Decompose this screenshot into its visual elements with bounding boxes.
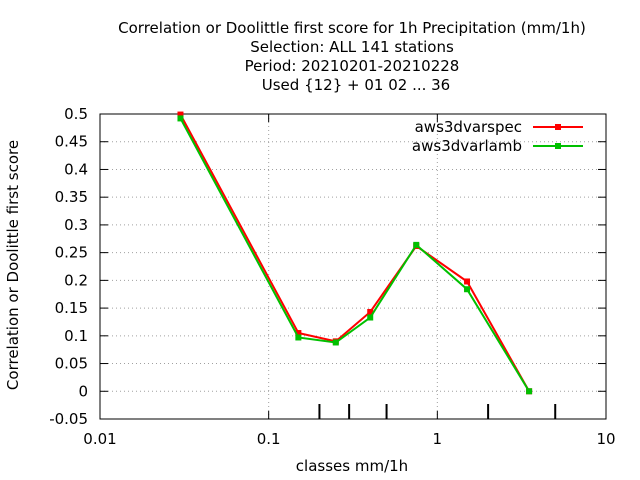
- data-point: [464, 286, 471, 293]
- y-axis-label: Correlation or Doolittle first score: [4, 140, 22, 390]
- data-point: [332, 339, 339, 346]
- y-tick-label: -0.05: [49, 410, 88, 428]
- series-line-aws3dvarlamb: [179, 117, 530, 392]
- chart-title-line-1: Correlation or Doolittle first score for…: [118, 19, 586, 37]
- data-point: [367, 308, 374, 315]
- series-layer: [177, 111, 533, 395]
- axes: -0.05 0 0.05 0.1 0.15 0.2 0.25 0.3 0.35 0.4 0.45 0.…: [49, 105, 615, 448]
- x-tick-label: 10: [596, 430, 615, 448]
- chart-title-line-2: Selection: ALL 141 stations: [250, 38, 454, 56]
- data-point: [177, 115, 184, 122]
- data-point: [464, 278, 471, 285]
- x-tick-label: 1: [433, 430, 443, 448]
- y-tick-label: 0.05: [55, 355, 88, 373]
- x-tick-label: 0.01: [83, 430, 116, 448]
- data-point: [177, 111, 184, 118]
- y-tick-label: 0.15: [55, 299, 88, 317]
- chart-title-line-4: Used {12} + 01 02 ... 36: [262, 76, 450, 94]
- y-tick-label: 0.35: [55, 188, 88, 206]
- y-tick-label: 0.2: [64, 271, 88, 289]
- y-tick-label: 0.1: [64, 327, 88, 345]
- legend-label: aws3dvarlamb: [412, 137, 522, 155]
- y-tick-label: 0: [78, 382, 88, 400]
- y-tick-label: 0.5: [64, 105, 88, 123]
- x-axis-label: classes mm/1h: [296, 457, 408, 475]
- grid: [100, 114, 606, 419]
- plot-frame: [99, 113, 607, 420]
- data-point: [413, 241, 420, 248]
- legend-label: aws3dvarspec: [415, 118, 522, 136]
- y-tick-label: 0.3: [64, 216, 88, 234]
- data-point: [367, 314, 374, 321]
- data-point: [526, 388, 533, 395]
- data-point: [295, 334, 302, 341]
- legend-marker: [555, 124, 561, 130]
- x-tick-label: 0.1: [257, 430, 281, 448]
- y-tick-label: 0.45: [55, 133, 88, 151]
- y-tick-label: 0.4: [64, 160, 88, 178]
- chart-title-line-3: Period: 20210201-20210228: [245, 57, 460, 75]
- legend-marker: [555, 143, 561, 149]
- data-point: [295, 330, 302, 337]
- y-tick-label: 0.25: [55, 244, 88, 262]
